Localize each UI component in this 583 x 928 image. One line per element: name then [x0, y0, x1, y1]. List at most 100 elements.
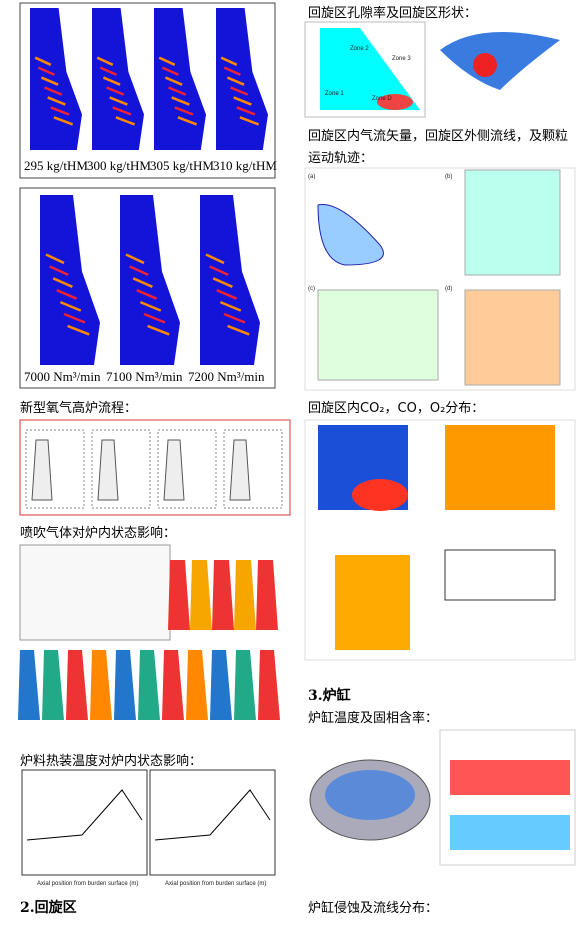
ore-layer: [168, 86, 187, 96]
furnace-color: [186, 650, 208, 720]
furnace-color: [114, 650, 136, 720]
heading: 喷吹气体对炉内状态影响：: [20, 526, 177, 541]
heading: 炉缸侵蚀及流线分布：: [308, 901, 439, 916]
ore-layer: [147, 324, 170, 336]
porosity-field: [320, 28, 420, 110]
section-title: 3.炉缸: [308, 688, 351, 704]
zone-label: Zone 2: [350, 46, 369, 52]
ore-layer: [106, 86, 125, 96]
streamlines: [464, 169, 561, 276]
particle-tracks: [464, 289, 561, 386]
furnace-color: [42, 650, 64, 720]
ore-layer: [230, 86, 249, 96]
ore-layer: [143, 312, 166, 324]
process-box: [157, 429, 217, 509]
furnace-color: [18, 650, 40, 720]
panel-label: (c): [308, 286, 315, 292]
ore-layer: [220, 56, 238, 66]
furnace-color: [234, 650, 256, 720]
hearth-solid: [450, 815, 570, 850]
ore-layer: [129, 265, 149, 277]
furnace-color: [256, 560, 278, 630]
ore-layer: [115, 116, 136, 126]
furnace-color: [162, 650, 184, 720]
ore-layer: [177, 116, 198, 126]
ore-layer: [44, 86, 63, 96]
heading: 炉料热装温度对炉内状态影响：: [20, 754, 203, 769]
process-box: [223, 429, 283, 509]
raceway-3d: [440, 32, 560, 90]
ore-layer: [223, 66, 241, 76]
raceway: [377, 94, 413, 110]
ore-layer: [96, 56, 114, 66]
section-title: 2.回旋区: [20, 900, 77, 916]
ore-layer: [49, 265, 69, 277]
ore-layer: [161, 66, 179, 76]
ore-layer: [158, 56, 176, 66]
ore-layer: [112, 106, 132, 116]
furnace-color: [190, 560, 212, 630]
caption: 7100 Nm³/min: [106, 369, 183, 384]
furnace-outline: [163, 439, 185, 501]
injection-panel: [19, 544, 171, 641]
zone-label: Zone 3: [392, 56, 411, 62]
axis-label: Axial position from burden surface (m): [165, 881, 266, 887]
ore-layer: [50, 106, 70, 116]
panel-label: (a): [308, 174, 315, 180]
ore-layer: [102, 76, 121, 86]
ore-layer: [171, 96, 190, 106]
ore-layer: [212, 277, 233, 288]
heading: 回旋区内CO₂，CO，O₂分布：: [308, 401, 485, 416]
concentration-chart: [444, 549, 556, 601]
ore-layer: [227, 324, 250, 336]
vector-field: [317, 204, 384, 266]
furnace-outline: [97, 439, 119, 501]
ore-layer: [53, 116, 74, 126]
furnace-color: [90, 650, 112, 720]
heading: 新型氧气高炉流程：: [20, 401, 138, 416]
ore-layer: [209, 265, 229, 277]
co-map: [445, 425, 555, 510]
furnace-color: [234, 560, 256, 630]
ore-layer: [239, 116, 260, 126]
caption: 300 kg/tHM: [87, 158, 151, 173]
panel-label: (b): [445, 174, 452, 180]
ore-layer: [174, 106, 194, 116]
ore-layer: [226, 76, 245, 86]
panel-label: (d): [445, 286, 452, 292]
ore-layer: [139, 300, 162, 312]
ore-layer: [164, 76, 183, 86]
raceway-core: [473, 53, 497, 77]
co2-hot: [352, 479, 408, 511]
ore-layer: [59, 300, 82, 312]
heading: 炉缸温度及固相含率：: [308, 711, 439, 726]
ore-layer: [132, 277, 153, 288]
furnace-outline: [229, 439, 251, 501]
ore-layer: [109, 96, 128, 106]
furnace-color: [138, 650, 160, 720]
ore-layer: [216, 289, 238, 300]
o2-map: [335, 555, 410, 650]
chart-frame: [21, 769, 148, 876]
ore-layer: [99, 66, 117, 76]
caption: 7000 Nm³/min: [24, 369, 101, 384]
caption: 295 kg/tHM: [24, 158, 88, 173]
flow-diagram-frame: [19, 419, 291, 516]
axis-label: Axial position from burden surface (m): [37, 881, 138, 887]
ore-layer: [223, 312, 246, 324]
furnace-color: [66, 650, 88, 720]
chart-frame: [149, 769, 276, 876]
ore-layer: [205, 253, 225, 265]
ore-layer: [125, 253, 145, 265]
ore-layer: [236, 106, 256, 116]
ore-layer: [56, 289, 78, 300]
ore-layer: [34, 56, 52, 66]
caption: 7200 Nm³/min: [188, 369, 265, 384]
ore-layer: [37, 66, 55, 76]
ore-layer: [233, 96, 252, 106]
ore-layer: [47, 96, 66, 106]
curve: [154, 789, 271, 841]
ore-layer: [67, 324, 90, 336]
